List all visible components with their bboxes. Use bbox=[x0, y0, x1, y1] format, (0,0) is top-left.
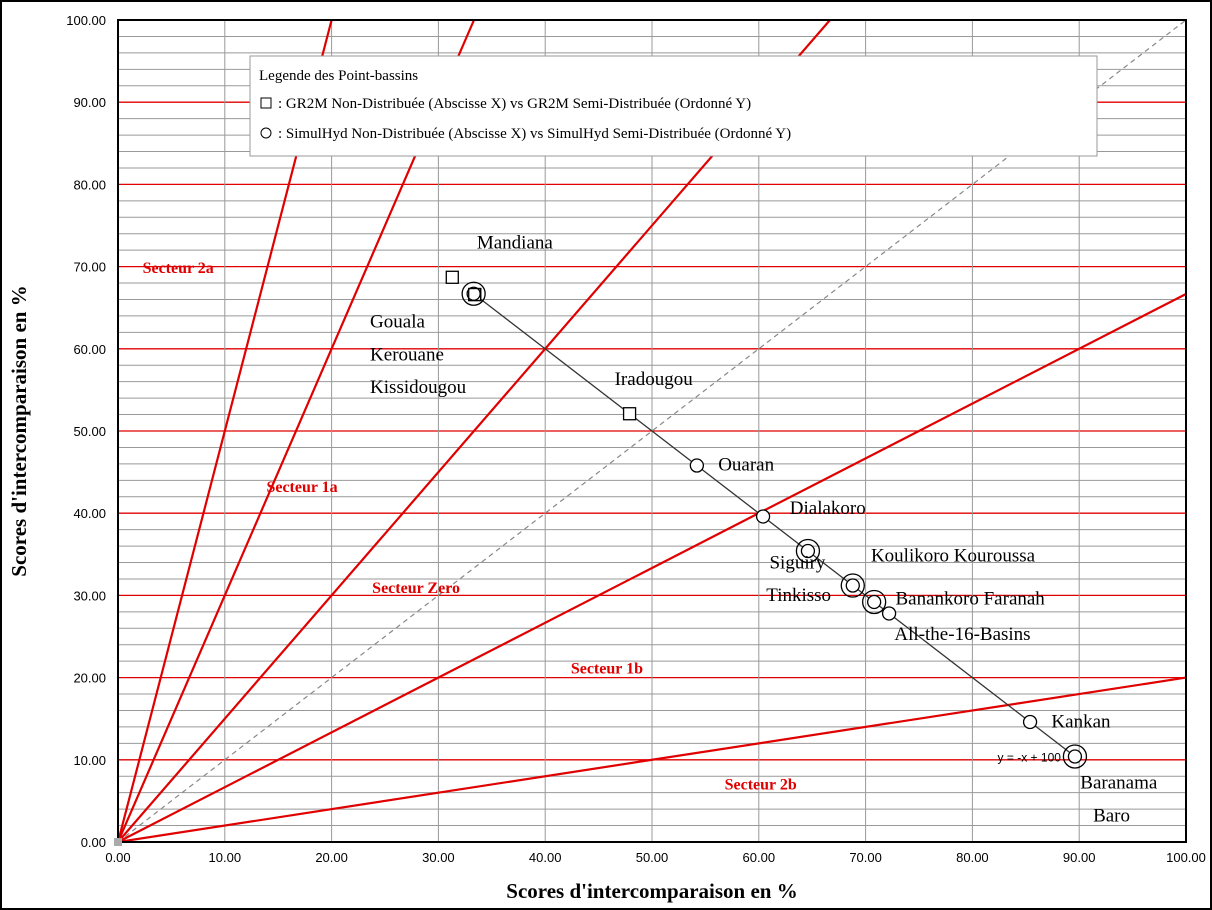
plot-area-border bbox=[117, 19, 1187, 843]
point-label: Mandiana bbox=[477, 233, 554, 254]
sector-label: Secteur 1b bbox=[571, 660, 643, 677]
x-tick-label: 20.00 bbox=[315, 850, 348, 865]
sector-label: Secteur 2b bbox=[725, 776, 797, 793]
legend-circle-icon bbox=[260, 127, 272, 139]
legend-entry: : GR2M Non-Distribuée (Abscisse X) vs GR… bbox=[278, 96, 751, 112]
x-tick-label: 100.00 bbox=[1166, 850, 1206, 865]
point-label: All-the-16-Basins bbox=[894, 624, 1030, 645]
gridlines bbox=[118, 20, 1186, 842]
circle-marker bbox=[1067, 749, 1083, 764]
sector-label: Secteur 2a bbox=[143, 260, 214, 277]
point-label: Siguiry bbox=[769, 552, 825, 573]
square-marker bbox=[445, 270, 459, 284]
point-label: Iradougou bbox=[615, 369, 694, 390]
reference-lines bbox=[116, 19, 1187, 844]
x-tick-label: 60.00 bbox=[743, 850, 776, 865]
origin-marker bbox=[114, 838, 122, 846]
square-marker bbox=[468, 287, 482, 302]
sector-boundary-line bbox=[116, 19, 333, 843]
circle-marker bbox=[866, 594, 882, 610]
x-tick-label: 0.00 bbox=[105, 850, 130, 865]
y-tick-label: 0.00 bbox=[81, 835, 106, 850]
circle-marker bbox=[689, 458, 705, 473]
axis-ticks: 0.00 10.00 20.00 30.00 40.00 50.00 60.00 70.00 8… bbox=[66, 13, 1206, 865]
trendline bbox=[473, 293, 1076, 758]
legend-box bbox=[249, 55, 1098, 157]
x-tick-label: 40.00 bbox=[529, 850, 562, 865]
y-tick-label: 40.00 bbox=[73, 506, 106, 521]
circle-marker bbox=[1022, 714, 1038, 730]
y-tick-label: 100.00 bbox=[66, 13, 106, 28]
x-tick-label: 50.00 bbox=[636, 850, 669, 865]
point-label: Kerouane bbox=[370, 344, 444, 365]
legend-square-icon bbox=[260, 97, 272, 109]
data-points bbox=[445, 270, 1088, 769]
y-tick-label: 10.00 bbox=[73, 753, 106, 768]
sector-label: Secteur Zero bbox=[372, 580, 460, 597]
circle-marker-outer bbox=[795, 538, 821, 564]
x-tick-label: 30.00 bbox=[422, 850, 455, 865]
circle-marker bbox=[881, 606, 897, 621]
square-marker bbox=[622, 407, 637, 421]
circle-marker-outer bbox=[1062, 744, 1088, 769]
trendline-group: y = -x + 100 bbox=[473, 293, 1076, 765]
x-tick-label: 80.00 bbox=[956, 850, 989, 865]
point-label: Kankan bbox=[1051, 712, 1111, 733]
point-label: Banankoro Faranah bbox=[896, 588, 1046, 609]
x-tick-label: 90.00 bbox=[1063, 850, 1096, 865]
y-tick-label: 70.00 bbox=[73, 260, 106, 275]
sector-labels: Secteur 2a Secteur 1a Secteur Zero Secteur … bbox=[143, 260, 797, 793]
legend: Legende des Point-bassins : GR2M Non-Dist… bbox=[249, 55, 1098, 157]
y-tick-label: 30.00 bbox=[73, 588, 106, 603]
sector-label: Secteur 1a bbox=[266, 479, 337, 496]
point-label: Gouala bbox=[370, 311, 425, 332]
y-tick-label: 50.00 bbox=[73, 424, 106, 439]
circle-marker bbox=[845, 578, 860, 593]
legend-entry: : SimulHyd Non-Distribuée (Abscisse X) v… bbox=[278, 126, 791, 142]
y-tick-label: 80.00 bbox=[73, 177, 106, 192]
x-tick-label: 10.00 bbox=[209, 850, 242, 865]
point-label: Baranama bbox=[1080, 773, 1158, 794]
sector-boundary-line bbox=[116, 19, 476, 843]
point-label: Dialakoro bbox=[790, 498, 866, 519]
point-label: Tinkisso bbox=[766, 585, 831, 606]
x-axis-title: Scores d'intercomparaison en % bbox=[506, 879, 797, 903]
circle-marker-outer bbox=[840, 573, 865, 598]
legend-title: Legende des Point-bassins bbox=[259, 68, 418, 84]
point-label: Kissidougou bbox=[370, 377, 467, 398]
circle-marker bbox=[755, 509, 771, 524]
sector-boundary-line bbox=[117, 19, 831, 843]
y-tick-label: 90.00 bbox=[73, 95, 106, 110]
y-axis-title: Scores d'intercomparaison en % bbox=[7, 285, 31, 576]
point-labels: Mandiana Gouala Kerouane Kissidougou Iradoug… bbox=[370, 233, 1158, 827]
y-tick-label: 20.00 bbox=[73, 671, 106, 686]
y-tick-label: 60.00 bbox=[73, 342, 106, 357]
trendline-equation: y = -x + 100 bbox=[998, 751, 1062, 765]
circle-marker bbox=[800, 543, 816, 559]
circle-marker-outer bbox=[461, 281, 486, 306]
point-label: Koulikoro Kouroussa bbox=[871, 546, 1036, 567]
point-label: Ouaran bbox=[718, 454, 774, 475]
circle-marker-outer bbox=[861, 589, 887, 615]
sector-boundary-line bbox=[117, 292, 1187, 843]
x-tick-label: 70.00 bbox=[849, 850, 882, 865]
point-label: Baro bbox=[1093, 805, 1130, 826]
